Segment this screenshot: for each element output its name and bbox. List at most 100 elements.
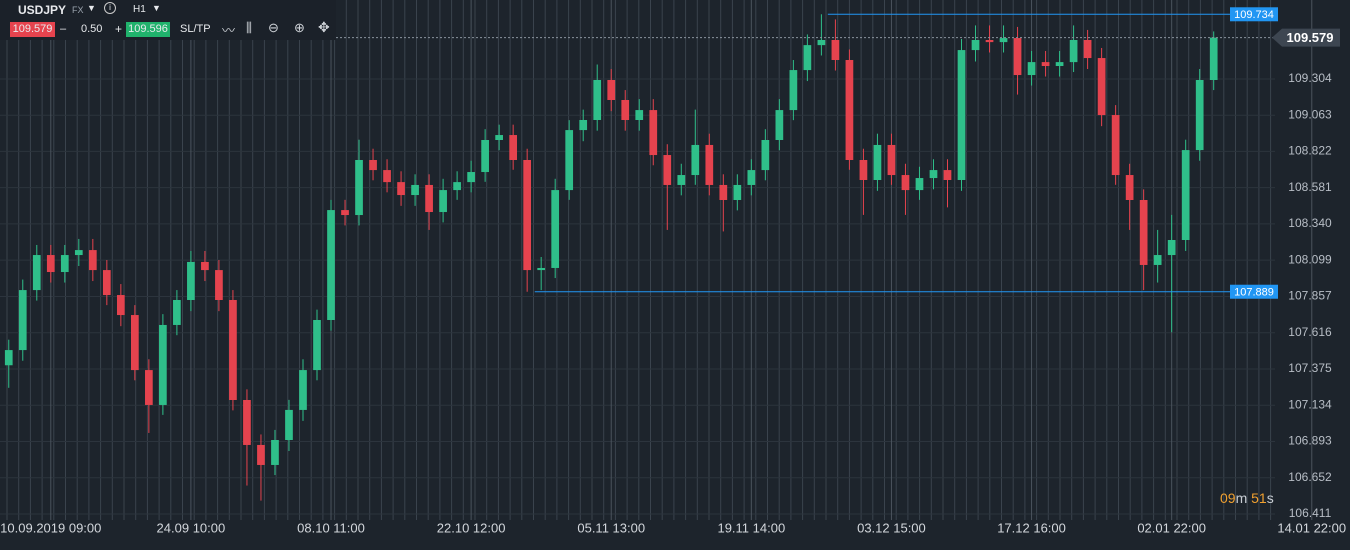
candle-body <box>481 140 489 173</box>
candle-body <box>943 170 952 180</box>
candle-body <box>579 120 588 131</box>
y-tick-label: 107.616 <box>1288 325 1332 339</box>
plus-button[interactable]: + <box>115 22 123 36</box>
timer-seconds: 51 <box>1251 490 1267 506</box>
symbol[interactable]: USDJPY <box>18 3 67 17</box>
candle-body <box>1055 62 1064 67</box>
candle-body <box>873 144 882 180</box>
y-tick-label: 108.099 <box>1288 252 1332 266</box>
x-tick-label: 10.09.2019 09:00 <box>0 520 101 535</box>
x-tick-label: 08.10 11:00 <box>297 520 365 535</box>
zoom-out[interactable]: ⊖ <box>268 20 279 35</box>
candle-body <box>929 170 938 179</box>
candle-body <box>215 270 223 300</box>
candle-body <box>1167 240 1176 256</box>
buy-price[interactable]: 109.596 <box>126 22 170 37</box>
candle-body <box>1153 255 1162 265</box>
candle-body <box>565 130 574 191</box>
candle-body <box>60 255 69 273</box>
sell-price[interactable]: 109.579 <box>10 22 55 37</box>
candle-body <box>775 110 784 140</box>
candle-body <box>299 370 307 410</box>
timer-minutes: 09 <box>1220 490 1236 506</box>
candle-body <box>649 110 658 156</box>
candle-body <box>1209 37 1218 80</box>
candle-body <box>761 140 770 171</box>
timer-unit: m <box>1235 490 1248 506</box>
level-label-box <box>1230 7 1278 22</box>
x-tick-label: 05.11 13:00 <box>577 520 645 535</box>
candle-body <box>971 40 980 51</box>
candle-body <box>74 250 83 256</box>
x-tick-label: 03.12 15:00 <box>857 520 926 535</box>
candle-body <box>663 155 672 185</box>
candle-body <box>453 182 461 191</box>
candle-body <box>102 270 111 296</box>
candle-body <box>18 290 27 351</box>
market: FX <box>72 5 84 15</box>
candle-body <box>803 45 812 71</box>
zoom-in[interactable]: ⊕ <box>294 20 305 35</box>
candle-body <box>887 144 896 176</box>
candle-body <box>1195 80 1204 151</box>
candle-body <box>313 320 321 371</box>
current-price-label: 109.579 <box>1287 30 1334 45</box>
candle-body <box>285 409 293 440</box>
candle-body <box>607 80 616 100</box>
candle-body <box>691 144 700 176</box>
sltp-button[interactable]: SL/TP <box>180 23 211 35</box>
volume[interactable]: 0.50 <box>81 23 103 35</box>
candle-body <box>999 38 1008 43</box>
candle-body <box>327 210 335 320</box>
timeframe[interactable]: H1 <box>133 4 146 15</box>
candle-body <box>719 184 728 200</box>
candle-body <box>1125 175 1134 200</box>
candle-body <box>411 184 419 196</box>
candle-body <box>131 315 139 371</box>
candle-body <box>467 172 475 183</box>
candle-body <box>901 175 910 191</box>
x-tick-label: 24.09 10:00 <box>157 520 226 535</box>
candle-body <box>201 261 209 271</box>
candle-body <box>355 160 363 216</box>
candle-body <box>509 135 518 160</box>
level-label: 107.889 <box>1234 287 1274 299</box>
candle-body <box>551 190 560 268</box>
caret[interactable]: ▼ <box>152 3 161 13</box>
y-tick-label: 107.375 <box>1288 361 1332 375</box>
candle-body <box>705 144 714 185</box>
candle-body <box>229 300 237 400</box>
caret[interactable]: ▼ <box>87 3 96 13</box>
candle-body <box>789 70 798 111</box>
candle-body <box>341 210 349 216</box>
candle-body <box>173 300 181 325</box>
x-tick-label: 19.11 14:00 <box>717 520 785 535</box>
candle-body <box>1139 200 1148 265</box>
candle-body <box>817 40 826 46</box>
line-tool[interactable]: 〰 <box>222 23 236 38</box>
current-price-box <box>1272 28 1340 47</box>
move-tool[interactable]: ✥ <box>318 19 330 35</box>
y-tick-label: 107.857 <box>1288 289 1332 303</box>
info-icon[interactable]: i <box>104 2 116 14</box>
candle-body <box>383 170 391 183</box>
candle-body <box>271 440 279 465</box>
candle-body <box>439 190 447 213</box>
candle-body <box>1083 40 1092 59</box>
candle-body <box>425 184 433 213</box>
candle-body <box>523 160 532 271</box>
minus-button[interactable]: – <box>60 23 67 35</box>
y-tick-label: 106.652 <box>1288 470 1332 484</box>
candle-body <box>495 135 503 140</box>
candle-body <box>859 160 868 180</box>
candle-body <box>4 350 13 366</box>
indicator-tool[interactable]: ⫼ <box>246 20 252 35</box>
y-tick-label: 108.581 <box>1288 180 1332 194</box>
x-tick-label: 17.12 16:00 <box>997 520 1066 535</box>
candle-body <box>145 370 153 405</box>
candle-body <box>116 295 125 316</box>
y-tick-label: 108.822 <box>1288 144 1332 158</box>
y-tick-label: 107.134 <box>1288 397 1332 411</box>
candle-body <box>621 100 630 120</box>
